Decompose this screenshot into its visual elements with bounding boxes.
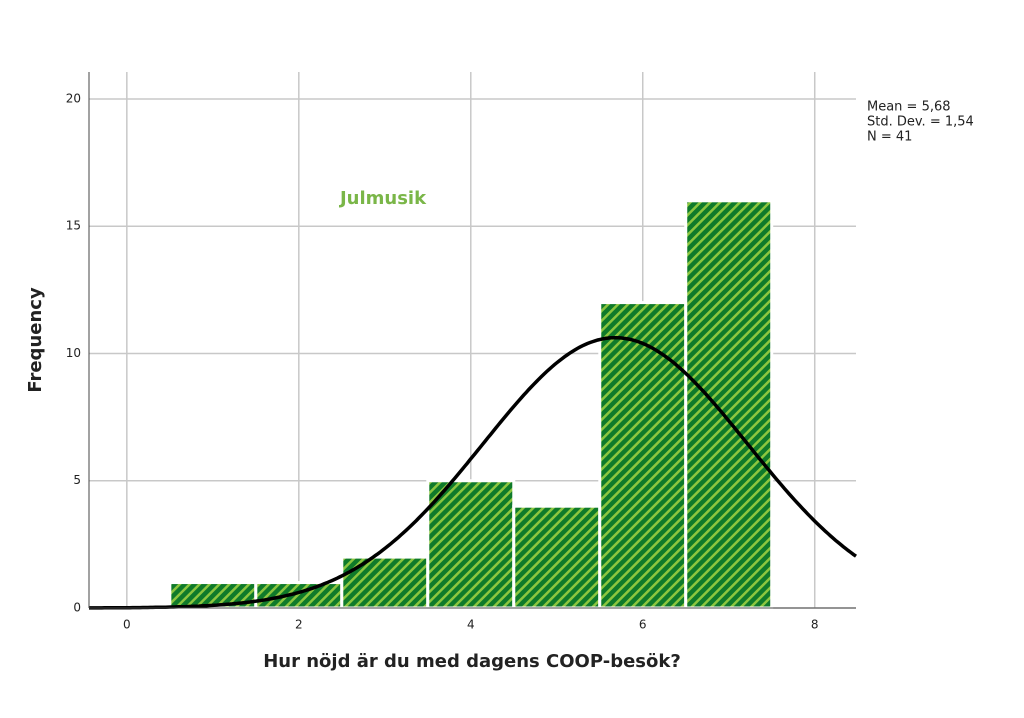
bar xyxy=(254,581,344,610)
stat-label: Std. Dev. = 1,54 xyxy=(867,115,974,130)
x-tick-label: 4 xyxy=(467,618,475,632)
x-tick-label: 0 xyxy=(123,618,131,632)
y-tick-label: 5 xyxy=(73,473,81,487)
normal-curve xyxy=(89,335,857,610)
y-tick-label: 20 xyxy=(66,91,81,105)
bar xyxy=(684,199,774,610)
bar xyxy=(598,301,688,610)
stat-label: N = 41 xyxy=(867,130,912,145)
y-tick-label: 0 xyxy=(73,601,81,615)
annotation: Julmusik xyxy=(338,188,427,209)
bar xyxy=(340,555,430,610)
bar xyxy=(512,504,602,610)
x-tick-label: 6 xyxy=(639,618,647,632)
stat-label: Mean = 5,68 xyxy=(867,100,951,115)
y-tick-label: 15 xyxy=(66,219,81,233)
y-tick-label: 10 xyxy=(66,346,81,360)
x-tick-label: 8 xyxy=(811,618,819,632)
x-axis-title: Hur nöjd är du med dagens COOP-besök? xyxy=(263,651,681,672)
y-axis-title: Frequency xyxy=(25,287,46,393)
bar xyxy=(426,479,516,610)
x-tick-label: 2 xyxy=(295,618,303,632)
